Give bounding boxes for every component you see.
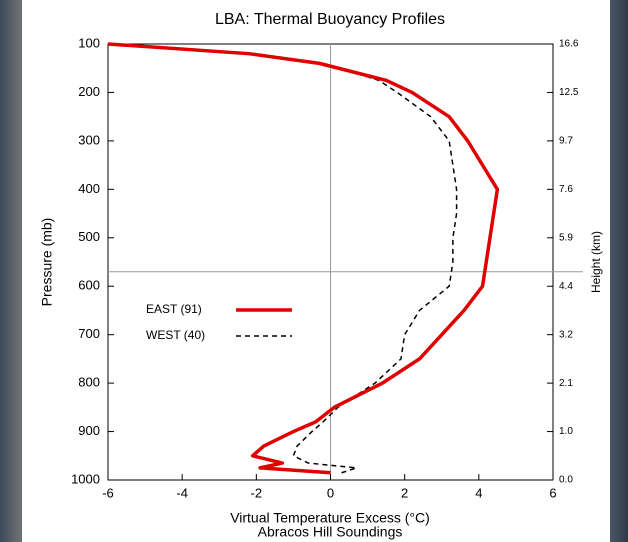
- y-tick-label: 1000: [71, 471, 100, 486]
- y-axis-label: Pressure (mb): [39, 218, 55, 307]
- y2-tick-label: 0.0: [559, 475, 573, 486]
- y-tick-label: 600: [78, 278, 100, 293]
- subtitle: Abracos Hill Soundings: [258, 524, 403, 540]
- legend-label: EAST (91): [146, 302, 202, 316]
- y-tick-label: 100: [78, 35, 100, 50]
- x-tick-label: 0: [327, 485, 334, 500]
- x-tick-label: -2: [251, 485, 263, 500]
- profile-line: [107, 42, 500, 475]
- y2-tick-label: 3.2: [559, 329, 573, 340]
- y2-axis-label: Height (km): [589, 231, 603, 293]
- y2-tick-label: 9.7: [559, 136, 573, 147]
- x-tick-label: -4: [176, 485, 188, 500]
- y2-tick-label: 12.5: [559, 87, 579, 98]
- y-tick-label: 300: [78, 132, 100, 147]
- x-tick-label: 2: [401, 485, 408, 500]
- y-tick-label: 800: [78, 375, 100, 390]
- panel: [22, 0, 610, 542]
- y2-tick-label: 2.1: [559, 378, 573, 389]
- y2-tick-label: 4.4: [559, 281, 573, 292]
- y-tick-label: 900: [78, 423, 100, 438]
- legend-label: WEST (40): [146, 328, 205, 342]
- y2-tick-label: 5.9: [559, 232, 573, 243]
- y-tick-label: 400: [78, 181, 100, 196]
- profile-line: [107, 43, 458, 474]
- x-axis-label: Virtual Temperature Excess (°C): [230, 510, 430, 526]
- x-tick-label: -6: [102, 485, 114, 500]
- y2-tick-label: 1.0: [559, 426, 573, 437]
- y-tick-label: 500: [78, 229, 100, 244]
- y2-tick-label: 7.6: [559, 184, 573, 195]
- chart-title: LBA: Thermal Buoyancy Profiles: [215, 11, 445, 28]
- x-tick-label: 6: [549, 485, 556, 500]
- y-tick-label: 200: [78, 84, 100, 99]
- y-tick-label: 700: [78, 326, 100, 341]
- x-tick-label: 4: [475, 485, 482, 500]
- y2-tick-label: 16.6: [559, 39, 579, 50]
